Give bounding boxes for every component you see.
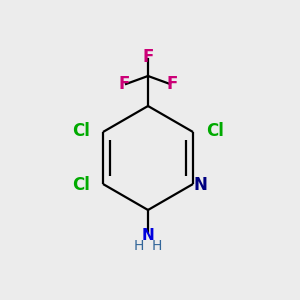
Text: N: N — [193, 176, 207, 194]
Text: Cl: Cl — [72, 176, 90, 194]
Text: N: N — [142, 227, 154, 242]
Text: H: H — [134, 239, 144, 253]
Text: F: F — [166, 75, 178, 93]
Text: F: F — [118, 75, 130, 93]
Text: Cl: Cl — [206, 122, 224, 140]
Text: H: H — [152, 239, 162, 253]
Text: Cl: Cl — [72, 122, 90, 140]
Text: F: F — [142, 48, 154, 66]
